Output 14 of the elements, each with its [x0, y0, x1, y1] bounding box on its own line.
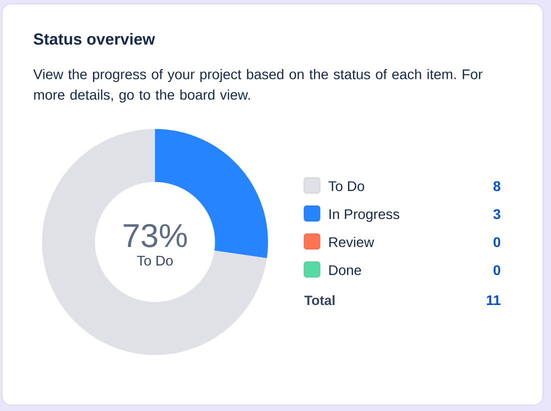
text: 73%	[124, 224, 187, 248]
text: 11	[486, 295, 500, 305]
text: Total	[304, 295, 334, 306]
data-label: 8	[493, 181, 500, 192]
legend-label: Done	[329, 265, 362, 276]
chart-subtitle: View the progress of your project based on the status of each item. For more details, go to the board view.	[33, 68, 482, 103]
legend-label: Review	[329, 236, 374, 248]
legend-label: In Progress	[329, 209, 400, 222]
text: 0	[494, 237, 500, 248]
chart-title: Status overview	[34, 33, 156, 45]
text: To Do	[137, 256, 173, 266]
data-label: 3	[493, 209, 500, 220]
text: 0	[494, 265, 500, 276]
legend-label: To Do	[328, 181, 364, 192]
